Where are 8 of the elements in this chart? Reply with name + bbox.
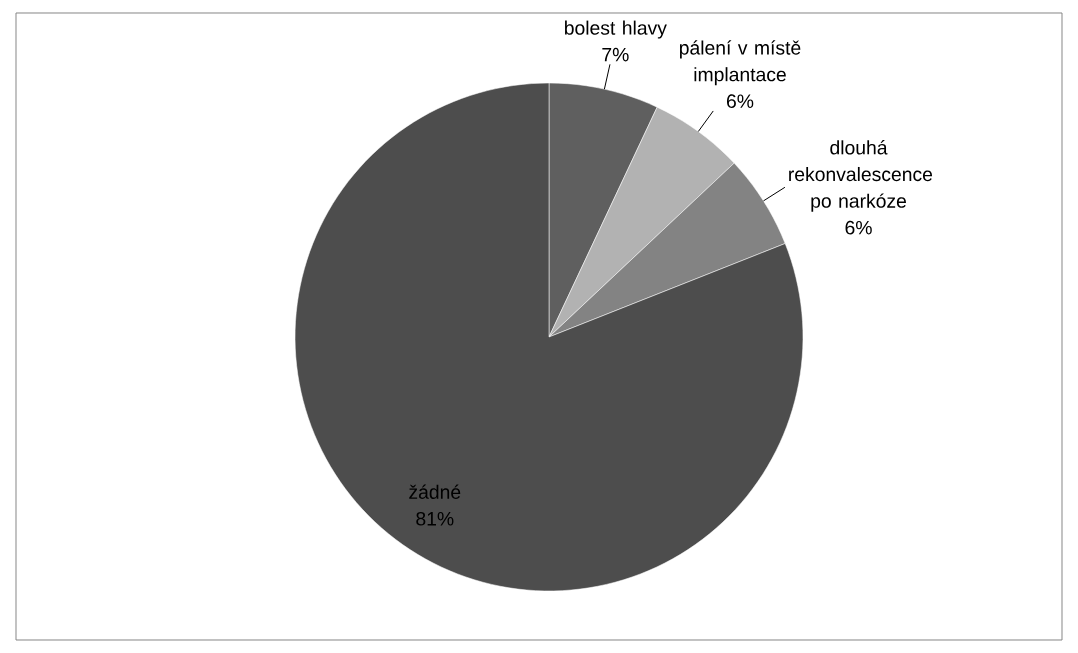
slice-label: bolest hlavy <box>565 20 667 39</box>
data-label: 6% <box>845 220 872 235</box>
slice-label: žádné <box>409 484 461 499</box>
slice-label: dlouhá rekonvalescence po narkóze <box>789 140 933 212</box>
data-label: 81% <box>416 511 454 526</box>
data-label: 7% <box>602 47 629 62</box>
data-label: 6% <box>727 94 754 109</box>
slice-label: pálení v místě implantace <box>679 40 801 86</box>
